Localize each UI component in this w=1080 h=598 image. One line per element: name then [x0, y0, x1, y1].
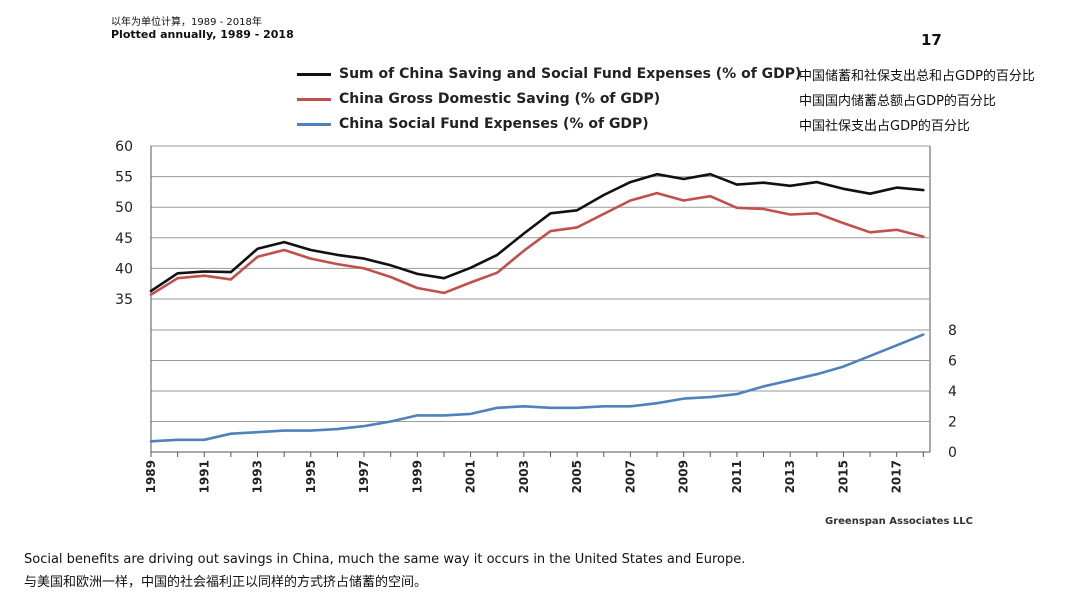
y-tick-right-6: 6	[948, 354, 957, 370]
x-tick-label-2007: 2007	[623, 460, 637, 493]
series-line-social-fund	[149, 333, 925, 443]
y-tick-left-60: 60	[115, 139, 133, 155]
series-line-sum	[149, 172, 925, 293]
series-line-saving	[149, 191, 925, 297]
legend-label-saving-chinese: 中国国内储蓄总额占GDP的百分比	[799, 94, 996, 109]
legend-entry-sum: Sum of China Saving and Social Fund Expe…	[297, 64, 801, 84]
legend-label-social-fund: China Social Fund Expenses (% of GDP)	[339, 116, 649, 132]
x-tick-label-2013: 2013	[783, 460, 797, 493]
plot-note-english: Plotted annually, 1989 - 2018	[111, 28, 294, 41]
x-tick-label-1995: 1995	[304, 460, 318, 493]
page-number: 17	[921, 31, 942, 49]
legend-entry-saving: China Gross Domestic Saving (% of GDP)	[297, 89, 660, 109]
y-tick-left-45: 45	[115, 231, 133, 247]
legend-label-sum: Sum of China Saving and Social Fund Expe…	[339, 66, 802, 82]
x-tick-label-1989: 1989	[144, 460, 158, 493]
x-tick-label-2003: 2003	[517, 460, 531, 493]
x-tick-label-2011: 2011	[730, 460, 744, 493]
legend-swatch-sum	[297, 72, 331, 76]
x-tick-label-2005: 2005	[570, 460, 584, 493]
caption-english: Social benefits are driving out savings …	[24, 552, 746, 567]
x-tick-label-1997: 1997	[357, 460, 371, 493]
x-tick-label-1991: 1991	[197, 460, 211, 493]
legend-label-sum-chinese: 中国储蓄和社保支出总和占GDP的百分比	[799, 69, 1035, 84]
y-tick-right-2: 2	[948, 415, 957, 431]
y-tick-left-50: 50	[115, 200, 133, 216]
x-tick-label-2015: 2015	[836, 460, 850, 493]
legend-label-saving: China Gross Domestic Saving (% of GDP)	[339, 91, 661, 107]
legend-swatch-saving	[297, 97, 331, 101]
y-tick-left-55: 55	[115, 170, 133, 186]
x-tick-label-1993: 1993	[251, 460, 265, 493]
y-tick-left-40: 40	[115, 261, 133, 277]
source-credit: Greenspan Associates LLC	[825, 516, 973, 527]
legend-entry-social-fund: China Social Fund Expenses (% of GDP)	[297, 114, 649, 134]
x-tick-label-2009: 2009	[677, 460, 691, 493]
legend-swatch-social-fund	[297, 122, 331, 126]
y-tick-left-35: 35	[115, 292, 133, 308]
x-tick-label-2001: 2001	[464, 460, 478, 493]
y-tick-right-4: 4	[948, 384, 957, 400]
caption-chinese: 与美国和欧洲一样，中国的社会福利正以同样的方式挤占储蓄的空间。	[24, 575, 428, 590]
x-tick-label-1999: 1999	[410, 460, 424, 493]
y-tick-right-8: 8	[948, 323, 957, 339]
plot-note-chinese: 以年为单位计算，1989 - 2018年	[111, 17, 262, 28]
y-tick-right-0: 0	[948, 445, 957, 461]
legend-label-social-fund-chinese: 中国社保支出占GDP的百分比	[799, 119, 970, 134]
x-tick-label-2017: 2017	[890, 460, 904, 493]
